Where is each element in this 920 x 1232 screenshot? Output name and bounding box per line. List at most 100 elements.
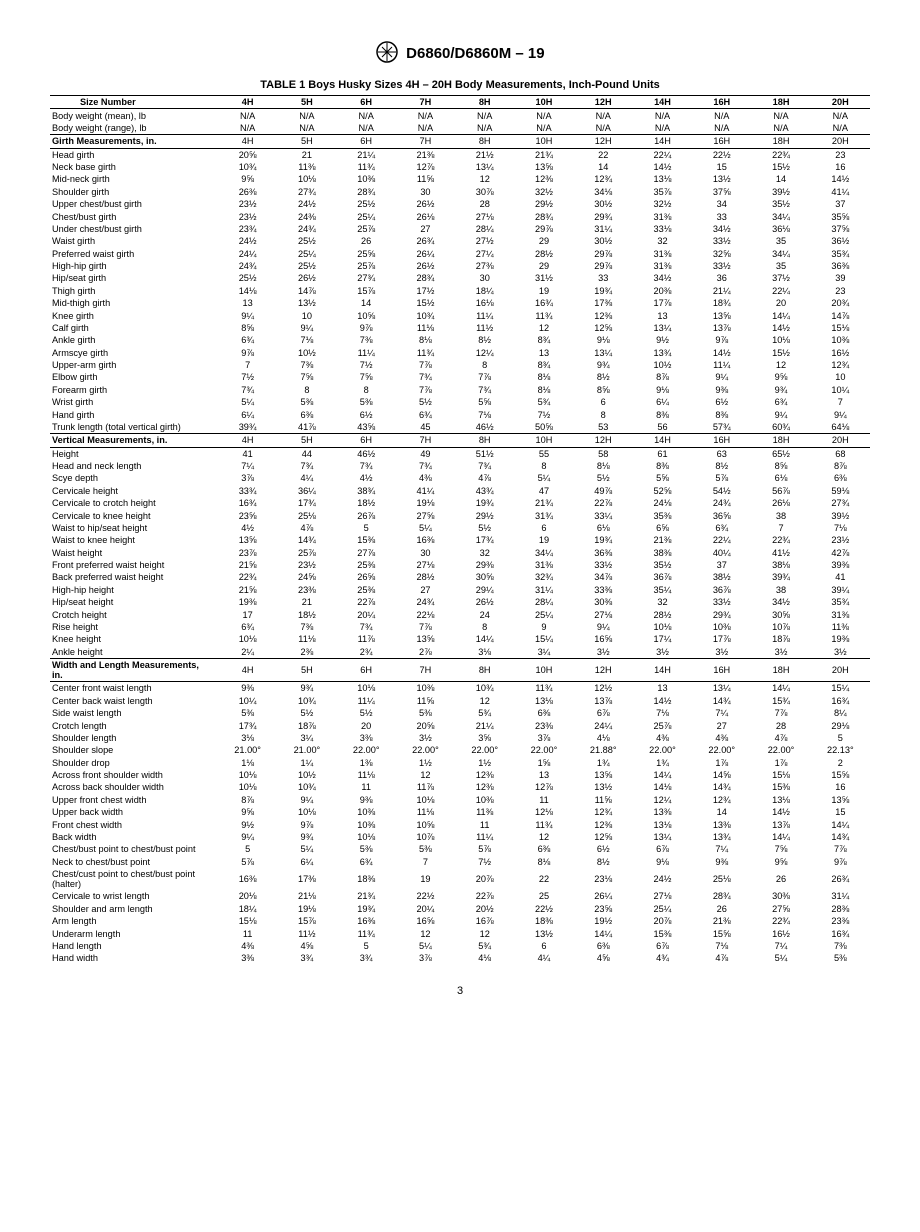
cell: 23½ bbox=[277, 559, 336, 571]
table-row: Shoulder length3⅛3¼3⅜3½3⅝3⅞4⅛4⅜4⅜4⅞5 bbox=[50, 732, 870, 744]
cell: 7⅞ bbox=[811, 843, 870, 855]
cell: 6⅜ bbox=[574, 940, 633, 952]
cell: 5⅜ bbox=[396, 707, 455, 719]
cell: 16⅝ bbox=[574, 633, 633, 645]
cell: 8 bbox=[455, 359, 514, 371]
cell: 7¾ bbox=[396, 460, 455, 472]
cell: 7⅞ bbox=[396, 359, 455, 371]
cell: 22¼ bbox=[751, 285, 810, 297]
cell: 31½ bbox=[514, 272, 573, 284]
cell: 60¾ bbox=[751, 421, 810, 434]
cell: 1¾ bbox=[633, 757, 692, 769]
cell: 6⅝ bbox=[633, 522, 692, 534]
cell: 14¼ bbox=[633, 769, 692, 781]
cell: 55 bbox=[514, 447, 573, 460]
row-label: Front chest width bbox=[50, 818, 218, 830]
cell: 29 bbox=[514, 235, 573, 247]
cell: 12⅞ bbox=[396, 161, 455, 173]
cell: 33⅜ bbox=[574, 584, 633, 596]
cell: 35¼ bbox=[633, 584, 692, 596]
cell: 11¾ bbox=[514, 818, 573, 830]
cell: 36½ bbox=[811, 235, 870, 247]
cell: 30⅝ bbox=[751, 608, 810, 620]
row-label: Cervicale to wrist length bbox=[50, 890, 218, 902]
cell: 5H bbox=[277, 434, 336, 447]
cell: 7⅝ bbox=[751, 843, 810, 855]
cell: 9½ bbox=[633, 334, 692, 346]
cell: 13½ bbox=[692, 173, 751, 185]
table-row: Trunk length (total vertical girth)39¾41… bbox=[50, 421, 870, 434]
cell: 23⅜ bbox=[277, 584, 336, 596]
table-row: Side waist length5⅜5½5½5⅜5¾6⅜6⅞7⅛7¼7⅞8¼ bbox=[50, 707, 870, 719]
cell: 43⅝ bbox=[337, 421, 396, 434]
cell: 9⅞ bbox=[277, 818, 336, 830]
cell: 10¼ bbox=[218, 695, 277, 707]
cell: 2⅞ bbox=[396, 646, 455, 659]
cell: 5¼ bbox=[751, 952, 810, 964]
cell: 32½ bbox=[633, 198, 692, 210]
cell: 11⅛ bbox=[396, 322, 455, 334]
cell: 20¾ bbox=[811, 297, 870, 309]
cell: 25½ bbox=[337, 198, 396, 210]
row-label: Chest/cust point to chest/bust point (ha… bbox=[50, 868, 218, 890]
cell: 26⅛ bbox=[751, 497, 810, 509]
cell: 9⅜ bbox=[692, 856, 751, 868]
cell: 9¾ bbox=[751, 384, 810, 396]
cell: 6⅜ bbox=[277, 408, 336, 420]
cell: 31⅜ bbox=[633, 248, 692, 260]
row-label: Arm length bbox=[50, 915, 218, 927]
cell: 6½ bbox=[574, 843, 633, 855]
row-label: Neck to chest/bust point bbox=[50, 856, 218, 868]
row-label: High-hip height bbox=[50, 584, 218, 596]
cell: 3½ bbox=[574, 646, 633, 659]
cell: 21 bbox=[277, 148, 336, 161]
col-size: 12H bbox=[574, 96, 633, 109]
cell: 7¾ bbox=[455, 460, 514, 472]
cell: 11⅛ bbox=[337, 769, 396, 781]
cell: 12¾ bbox=[692, 794, 751, 806]
cell: 16¾ bbox=[811, 927, 870, 939]
cell: 24¾ bbox=[396, 596, 455, 608]
cell: 25⅜ bbox=[337, 559, 396, 571]
cell: 23⅝ bbox=[218, 509, 277, 521]
cell: 14¼ bbox=[811, 818, 870, 830]
cell: 6¼ bbox=[218, 408, 277, 420]
cell: 15⅞ bbox=[337, 285, 396, 297]
cell: 10 bbox=[811, 371, 870, 383]
cell: 26¾ bbox=[396, 235, 455, 247]
cell: 8⅛ bbox=[574, 460, 633, 472]
cell: 33½ bbox=[692, 260, 751, 272]
table-row: Shoulder girth26⅜27¾28¾3030⅞32½34⅛35⅞37⅝… bbox=[50, 186, 870, 198]
row-label: Knee height bbox=[50, 633, 218, 645]
cell: 17⅞ bbox=[692, 633, 751, 645]
cell: 34½ bbox=[751, 596, 810, 608]
table-row: Crotch length17¾18⅞2020⅝21¼23⅜24¼25⅞2728… bbox=[50, 719, 870, 731]
cell: 9⅞ bbox=[218, 347, 277, 359]
table-row: Front chest width9½9⅞10⅜10⅝1111¾12⅜13⅛13… bbox=[50, 818, 870, 830]
cell: N/A bbox=[811, 109, 870, 122]
cell: N/A bbox=[455, 122, 514, 135]
table-row: Hand length4⅜4⅝55¼5¾66⅜6⅞7⅛7¼7⅜ bbox=[50, 940, 870, 952]
row-label: Hip/seat girth bbox=[50, 272, 218, 284]
cell: 12 bbox=[455, 695, 514, 707]
cell: 12 bbox=[514, 831, 573, 843]
cell: 23¾ bbox=[218, 223, 277, 235]
cell: 22.00° bbox=[514, 744, 573, 756]
cell: 32 bbox=[633, 235, 692, 247]
cell: 15½ bbox=[751, 161, 810, 173]
table-row: High-hip girth24¾25½25⅞26½27⅜2929⅞31⅜33½… bbox=[50, 260, 870, 272]
cell: 11¾ bbox=[514, 682, 573, 695]
cell: 11¼ bbox=[337, 347, 396, 359]
cell: 7⅛ bbox=[277, 334, 336, 346]
cell: N/A bbox=[337, 109, 396, 122]
table-row: Hand girth6¼6⅜6½6¾7⅛7½88⅜8⅜9¼9¼ bbox=[50, 408, 870, 420]
cell: 35¾ bbox=[811, 596, 870, 608]
cell: 5½ bbox=[337, 707, 396, 719]
cell: 15⅛ bbox=[218, 915, 277, 927]
cell: 35 bbox=[751, 260, 810, 272]
cell: 9¾ bbox=[277, 831, 336, 843]
row-label: Shoulder drop bbox=[50, 757, 218, 769]
cell: 5½ bbox=[574, 472, 633, 484]
cell: 14⅝ bbox=[692, 769, 751, 781]
standard-id: D6860/D6860M – 19 bbox=[406, 45, 544, 62]
